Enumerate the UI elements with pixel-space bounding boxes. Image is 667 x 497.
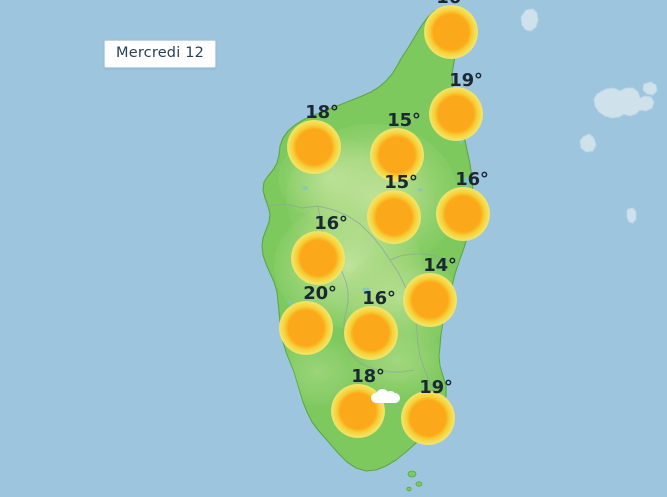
temperature-label: 19° — [449, 70, 483, 91]
sun-icon — [367, 190, 421, 244]
temperature-label: 16° — [362, 288, 396, 309]
sun-icon — [370, 128, 424, 182]
sun-icon — [344, 306, 398, 360]
temperature-label: 16° — [455, 169, 489, 190]
sun-icon — [436, 187, 490, 241]
sun-disc — [344, 306, 398, 360]
sun-icon — [403, 273, 457, 327]
temperature-label: 16° — [436, 0, 470, 7]
temperature-label: 15° — [384, 172, 418, 193]
island-capraia — [520, 8, 539, 32]
cloud-icon — [371, 387, 401, 404]
sun-disc — [291, 231, 345, 285]
temperature-label: 14° — [423, 255, 457, 276]
sun-icon — [287, 120, 341, 174]
sun-cloud-icon — [371, 389, 455, 445]
island-elba — [593, 87, 655, 119]
sun-icon — [429, 87, 483, 141]
temperature-label: 18° — [351, 366, 385, 387]
cloud-part — [385, 391, 396, 402]
island-montecristo — [579, 133, 597, 153]
sun-disc — [279, 301, 333, 355]
sun-disc — [403, 273, 457, 327]
sun-disc — [287, 120, 341, 174]
sun-disc — [370, 128, 424, 182]
island-elba-east — [642, 81, 658, 96]
sun-icon — [291, 231, 345, 285]
temperature-label: 15° — [387, 110, 421, 131]
temperature-label: 19° — [419, 377, 453, 398]
lavezzi-islets — [406, 470, 423, 492]
sun-icon — [424, 5, 478, 59]
sun-icon — [279, 301, 333, 355]
day-label: Mercredi 12 — [104, 40, 217, 68]
sun-disc — [436, 187, 490, 241]
sun-disc — [401, 391, 455, 445]
temperature-label: 16° — [314, 213, 348, 234]
temperature-label: 20° — [303, 283, 337, 304]
island-giglio — [626, 207, 637, 224]
sun-disc — [367, 190, 421, 244]
sun-disc — [429, 87, 483, 141]
neighbouring-islands — [520, 8, 658, 224]
sun-disc — [424, 5, 478, 59]
temperature-label: 18° — [305, 102, 339, 123]
